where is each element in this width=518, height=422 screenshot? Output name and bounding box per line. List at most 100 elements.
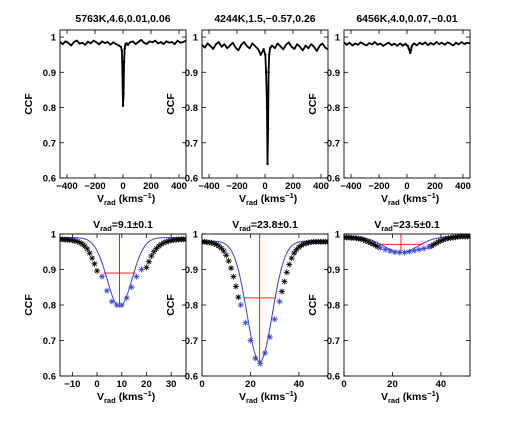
x-tick-label: 0 <box>94 379 99 390</box>
fit-point <box>237 302 244 308</box>
ccf-point <box>406 44 409 48</box>
ccf-point <box>84 245 91 252</box>
ccf-point <box>278 288 285 295</box>
x-tick-label: 30 <box>166 379 177 390</box>
ccf-point <box>370 240 377 247</box>
panel-title: Vrad=23.5±0.1 <box>374 219 440 233</box>
ccf-point <box>291 250 298 257</box>
ccf-point <box>121 71 124 74</box>
fit-point <box>377 244 384 251</box>
label-part: V <box>239 193 246 205</box>
y-tick-label: 1 <box>193 230 199 241</box>
ccf-point <box>437 237 444 244</box>
panel-title: 6456K,4.0,0.07,−0.01 <box>356 13 457 25</box>
panel-1: −400 −200 0 200 400 0.6 0.7 0.8 0.9 1 CCF Vrad (kms−… <box>23 13 187 207</box>
fit-point <box>242 319 249 326</box>
label-part: rad <box>246 396 258 405</box>
y-tick-label: 0.9 <box>327 265 340 276</box>
y-tick-label: 0.7 <box>185 138 198 149</box>
y-axis-label: CCF <box>165 93 177 115</box>
x-axis-label: Vrad (kms−1) <box>97 389 155 405</box>
ccf-point <box>117 44 121 47</box>
axes-frame <box>343 29 471 179</box>
label-part: rad <box>381 224 393 233</box>
label-part: ) <box>294 193 298 205</box>
x-tick-label: 40 <box>294 379 305 390</box>
label-part: =23.8±0.1 <box>251 219 298 231</box>
ccf-point <box>94 267 101 274</box>
label-part: V <box>232 219 239 231</box>
ccf-line <box>344 41 470 54</box>
x-tick-label: −200 <box>368 181 389 192</box>
fit-point <box>382 246 389 253</box>
y-tick-label: 0.8 <box>185 301 198 312</box>
x-axis-label: Vrad (kms−1) <box>239 191 297 207</box>
plot-area <box>344 41 470 55</box>
ccf-point <box>409 51 412 55</box>
ccf-point <box>145 258 152 265</box>
x-tick-label: 400 <box>313 181 329 192</box>
ccf-point <box>160 239 167 246</box>
x-axis-label: Vrad (kms−1) <box>239 389 297 405</box>
y-tick-label: 0.9 <box>43 68 56 79</box>
fit-point <box>396 249 403 256</box>
axes-frame <box>343 233 471 377</box>
fit-point <box>138 266 145 273</box>
x-tick-label: −200 <box>226 181 247 192</box>
y-tick-label: 0.6 <box>43 372 56 383</box>
x-tick-label: 20 <box>141 379 152 390</box>
label-part: =9.1±0.1 <box>112 219 153 231</box>
panel-title: Vrad=23.8±0.1 <box>232 219 298 233</box>
fit-point <box>271 316 278 323</box>
ccf-point <box>409 49 413 52</box>
ccf-point <box>120 49 124 52</box>
fit-point <box>416 246 423 253</box>
ccf-point <box>266 127 270 130</box>
y-tick-label: 0.6 <box>43 174 56 185</box>
label-part: V <box>381 391 388 403</box>
label-part: −1 <box>427 191 436 200</box>
ccf-point <box>283 269 290 276</box>
x-tick-label: 10 <box>116 379 127 390</box>
label-part: −1 <box>285 389 294 398</box>
y-tick-label: 0.9 <box>327 68 340 79</box>
ccf-point <box>228 265 235 272</box>
y-tick-label: 0.8 <box>185 103 198 114</box>
ccf-point <box>374 243 381 250</box>
y-axis-label: CCF <box>23 294 35 316</box>
ccf-point <box>119 45 123 49</box>
y-tick-label: 0.7 <box>327 336 340 347</box>
fit-point <box>103 287 110 294</box>
panel-title: 4244K,1.5,−0.57,0.26 <box>214 13 315 25</box>
label-part: (kms <box>119 193 144 205</box>
ccf-point <box>150 248 157 255</box>
x-tick-label: −10 <box>64 379 80 390</box>
label-part: rad <box>246 198 258 207</box>
label-part: −1 <box>143 389 152 398</box>
plot-area <box>344 234 470 256</box>
fit-point <box>425 244 432 251</box>
label-part: =23.5±0.1 <box>393 219 440 231</box>
label-part: ) <box>436 193 440 205</box>
fit-point <box>133 273 140 280</box>
fit-point <box>128 284 135 291</box>
ccf-point <box>123 47 126 50</box>
fit-point <box>262 349 268 356</box>
y-tick-label: 0.8 <box>327 103 340 114</box>
x-tick-label: −400 <box>198 181 219 192</box>
x-tick-label: 0 <box>262 181 267 192</box>
y-tick-label: 1 <box>335 33 341 44</box>
x-axis-label: Vrad (kms−1) <box>381 191 439 207</box>
fit-point <box>118 302 125 308</box>
plot-area <box>60 39 186 107</box>
ccf-point <box>122 92 125 95</box>
x-tick-label: 40 <box>436 379 447 390</box>
fit-point <box>406 248 413 255</box>
x-tick-label: −400 <box>340 181 361 192</box>
panel-title: Vrad=9.1±0.1 <box>93 219 153 233</box>
fit-point <box>113 302 120 308</box>
